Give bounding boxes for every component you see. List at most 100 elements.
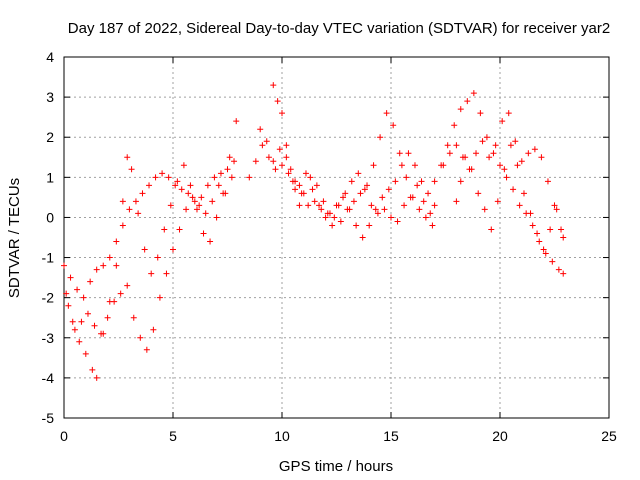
data-points: [61, 82, 567, 381]
y-tick-label: -3: [42, 330, 55, 346]
data-point: [104, 314, 111, 321]
data-point: [80, 294, 87, 301]
data-point: [152, 174, 159, 181]
x-tick-label: 25: [601, 428, 617, 444]
data-point: [501, 166, 508, 173]
data-point: [411, 162, 418, 169]
data-point: [228, 174, 235, 181]
data-point: [416, 206, 423, 213]
data-point: [549, 258, 556, 265]
data-point: [279, 162, 285, 169]
data-point: [381, 206, 388, 213]
data-point: [78, 318, 85, 325]
data-point: [272, 166, 279, 173]
data-point: [479, 138, 486, 145]
data-point: [429, 222, 436, 229]
data-point: [346, 206, 353, 213]
data-point: [340, 194, 347, 201]
data-point: [492, 142, 499, 149]
series-track-i: [453, 142, 567, 253]
data-point: [538, 154, 545, 161]
data-point: [497, 162, 503, 169]
data-point: [542, 250, 549, 257]
data-point: [414, 182, 421, 189]
data-point: [425, 190, 432, 197]
data-point: [82, 350, 89, 357]
data-point: [226, 154, 233, 161]
data-point: [388, 214, 394, 221]
data-point: [462, 154, 469, 161]
data-point: [193, 206, 200, 213]
data-point: [457, 178, 464, 185]
data-point: [124, 154, 131, 161]
data-point: [287, 166, 294, 173]
data-point: [536, 238, 543, 245]
data-point: [172, 182, 179, 189]
data-point: [141, 246, 148, 253]
data-point: [156, 294, 163, 301]
data-point: [544, 178, 551, 185]
data-point: [189, 194, 196, 201]
data-point: [100, 262, 107, 269]
data-point: [292, 186, 299, 193]
data-point: [313, 182, 320, 189]
data-point: [453, 142, 460, 149]
data-point: [420, 198, 427, 205]
data-point: [475, 190, 482, 197]
data-point: [132, 198, 139, 205]
data-point: [507, 142, 514, 149]
data-point: [180, 162, 187, 169]
data-point: [130, 314, 137, 321]
data-point: [263, 138, 270, 145]
data-point: [289, 178, 296, 185]
data-point: [355, 170, 362, 177]
data-point: [84, 310, 91, 317]
data-point: [392, 178, 399, 185]
data-point: [128, 166, 135, 173]
data-point: [196, 202, 203, 209]
y-tick-label: 2: [46, 129, 54, 145]
y-tick-label: -4: [42, 370, 55, 386]
data-point: [520, 190, 527, 197]
data-point: [222, 190, 229, 197]
data-point: [217, 170, 224, 177]
data-point: [366, 222, 373, 229]
y-tick-label: -5: [42, 410, 55, 426]
data-point: [167, 202, 174, 209]
data-point: [486, 154, 493, 161]
data-point: [322, 214, 329, 221]
data-point: [257, 126, 264, 133]
data-point: [146, 182, 153, 189]
data-point: [204, 182, 211, 189]
x-tick-labels: 0 5 10 15 20 25: [60, 428, 617, 444]
data-point: [285, 170, 292, 177]
data-point: [394, 218, 401, 225]
data-point: [444, 142, 451, 149]
data-point: [331, 214, 338, 221]
data-point: [207, 238, 214, 245]
data-point: [374, 210, 381, 217]
data-point: [98, 330, 105, 337]
data-point: [326, 210, 333, 217]
data-point: [377, 134, 384, 141]
data-point: [316, 202, 323, 209]
data-point: [65, 302, 72, 309]
data-point: [364, 182, 371, 189]
data-point: [117, 290, 124, 297]
data-point: [211, 174, 218, 181]
data-point: [69, 318, 76, 325]
data-point: [337, 218, 344, 225]
data-point: [329, 222, 336, 229]
data-point: [163, 270, 170, 277]
data-point: [246, 174, 253, 181]
data-point: [296, 182, 303, 189]
data-point: [468, 166, 475, 173]
series-track-g: [431, 90, 567, 277]
data-point: [187, 182, 194, 189]
data-point: [200, 230, 207, 237]
data-point: [481, 206, 488, 213]
data-point: [89, 366, 96, 373]
data-point: [135, 210, 142, 217]
data-point: [405, 150, 412, 157]
data-point: [385, 186, 392, 193]
